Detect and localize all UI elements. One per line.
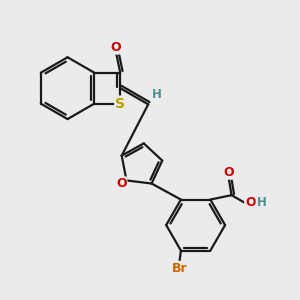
Text: O: O bbox=[116, 178, 127, 190]
Text: Br: Br bbox=[172, 262, 187, 275]
Text: H: H bbox=[152, 88, 161, 101]
Text: O: O bbox=[223, 166, 234, 179]
Text: O: O bbox=[110, 40, 121, 54]
Text: O: O bbox=[245, 196, 256, 209]
Text: H: H bbox=[257, 196, 266, 209]
Text: S: S bbox=[115, 97, 125, 111]
